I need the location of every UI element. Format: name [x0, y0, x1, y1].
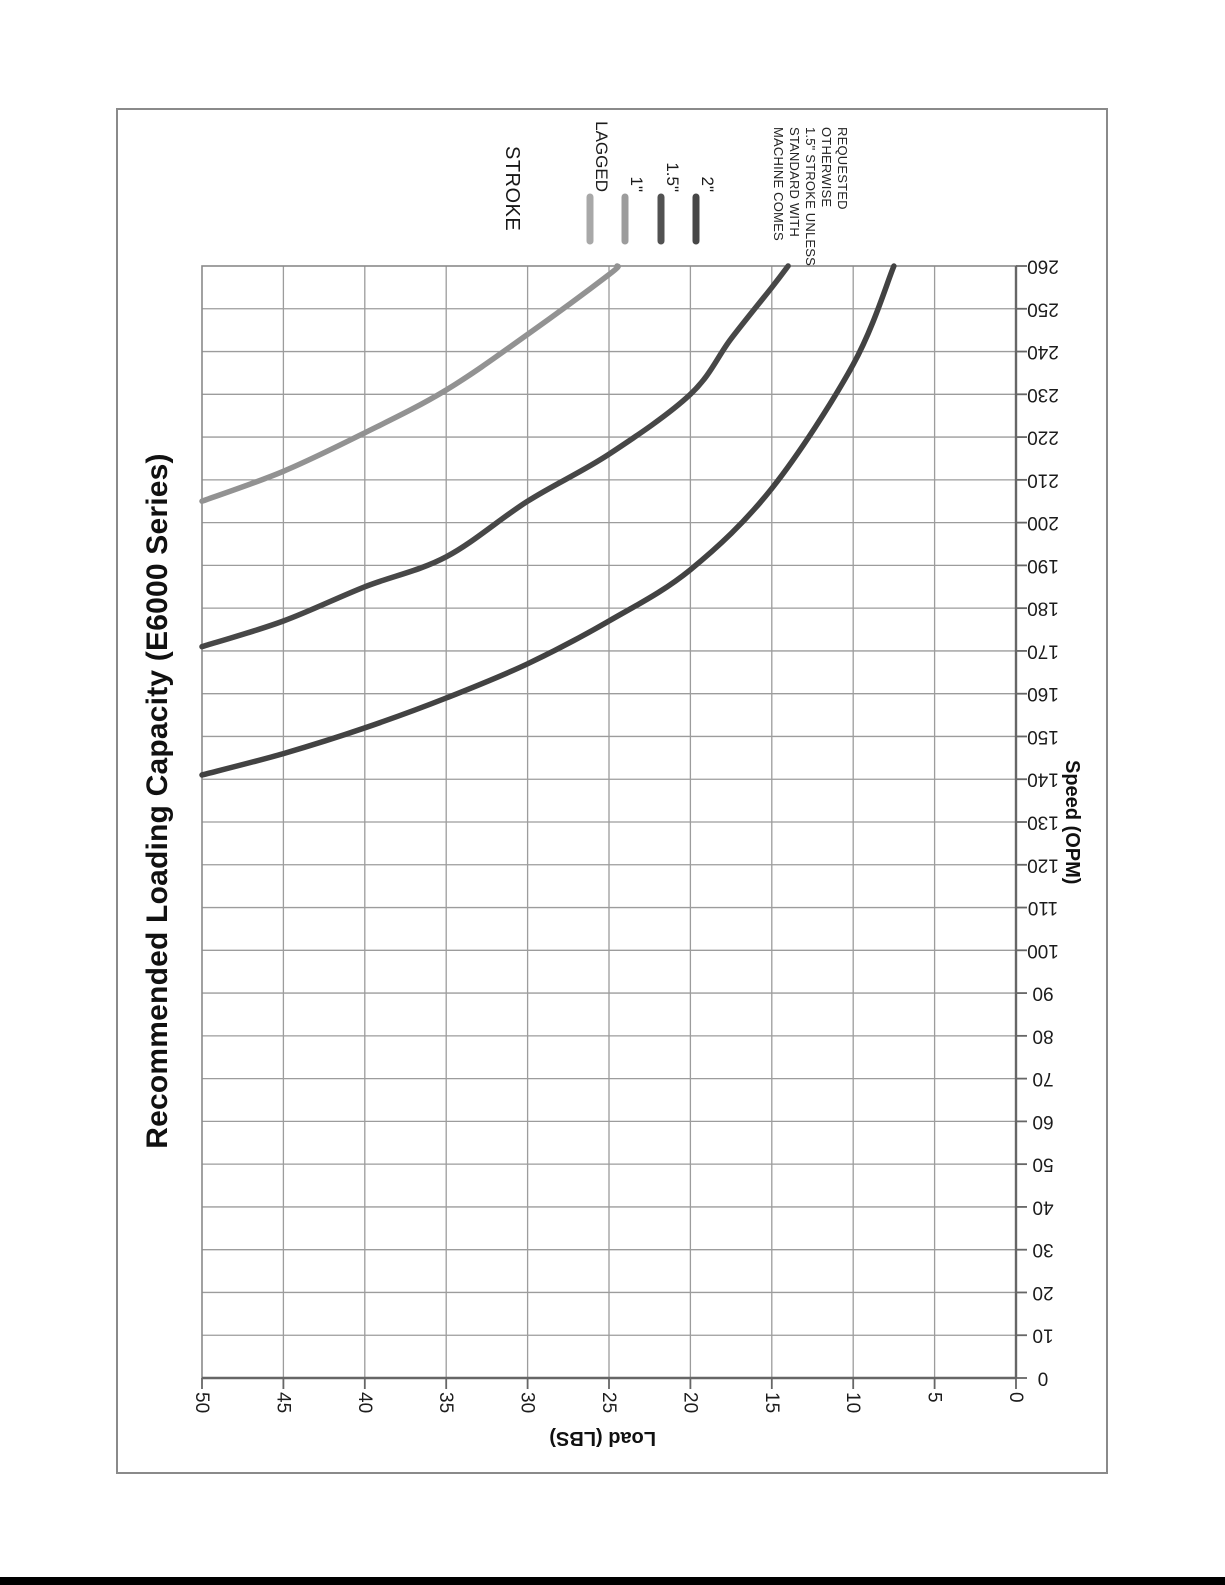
curve-lagged — [199, 263, 621, 504]
svg-text:60: 60 — [1032, 1111, 1053, 1132]
svg-text:240: 240 — [1027, 341, 1059, 362]
svg-text:50: 50 — [191, 1392, 212, 1413]
svg-text:10: 10 — [1032, 1325, 1053, 1346]
load-tick-labels: 50 45 40 35 30 25 20 15 10 5 0 — [191, 1392, 1026, 1413]
svg-text:130: 130 — [1027, 812, 1059, 833]
svg-text:30: 30 — [1032, 1239, 1053, 1260]
svg-text:1": 1" — [627, 177, 646, 193]
curve-2 — [199, 263, 897, 778]
svg-text:LAGGED: LAGGED — [592, 121, 611, 192]
svg-text:90: 90 — [1032, 983, 1053, 1004]
svg-text:180: 180 — [1027, 598, 1059, 619]
svg-text:120: 120 — [1027, 854, 1059, 875]
svg-text:30: 30 — [517, 1392, 538, 1413]
note-line-5: REQUESTED — [835, 127, 850, 210]
speed-axis-title: Speed (OPM) — [1061, 760, 1083, 885]
page-bottom-edge — [0, 1577, 1225, 1585]
svg-text:260: 260 — [1027, 256, 1059, 277]
svg-text:100: 100 — [1027, 940, 1059, 961]
axes — [201, 265, 1027, 1389]
svg-text:170: 170 — [1027, 640, 1059, 661]
svg-text:0: 0 — [1005, 1392, 1026, 1403]
speed-tick-labels: 0 10 20 30 40 50 60 70 80 90 100 110 120 130 140 150 160… — [1027, 256, 1059, 1389]
svg-text:5: 5 — [924, 1392, 945, 1403]
svg-text:10: 10 — [842, 1392, 863, 1413]
svg-text:200: 200 — [1027, 512, 1059, 533]
svg-text:50: 50 — [1032, 1154, 1053, 1175]
legend-header: STROKE — [501, 146, 523, 232]
legend-items: LAGGED 1" 1.5" 2" — [586, 121, 717, 245]
note-line-1: MACHINE COMES — [771, 127, 786, 241]
svg-text:15: 15 — [761, 1392, 782, 1413]
svg-text:150: 150 — [1027, 726, 1059, 747]
svg-text:230: 230 — [1027, 384, 1059, 405]
note-line-3: 1.5" STROKE UNLESS — [803, 127, 818, 266]
chart-title: Recommended Loading Capacity (E6000 Seri… — [141, 453, 174, 1149]
svg-text:25: 25 — [598, 1392, 619, 1413]
svg-text:220: 220 — [1027, 427, 1059, 448]
load-axis-title: Load (LBS) — [549, 1427, 656, 1449]
svg-text:0: 0 — [1038, 1368, 1049, 1389]
svg-text:40: 40 — [1032, 1196, 1053, 1217]
svg-text:45: 45 — [272, 1392, 293, 1413]
grid — [202, 266, 1016, 1378]
curve-1.5 — [199, 263, 791, 650]
svg-text:140: 140 — [1027, 769, 1059, 790]
chart-frame — [116, 108, 1108, 1474]
series-curves — [199, 263, 897, 778]
svg-text:250: 250 — [1027, 298, 1059, 319]
note-line-4: OTHERWISE — [819, 127, 834, 208]
svg-text:110: 110 — [1028, 897, 1058, 918]
svg-text:70: 70 — [1032, 1068, 1053, 1089]
note-line-2: STANDARD WITH — [787, 127, 802, 237]
svg-text:40: 40 — [354, 1392, 375, 1413]
svg-text:20: 20 — [1032, 1282, 1053, 1303]
svg-text:80: 80 — [1032, 1025, 1053, 1046]
svg-text:35: 35 — [435, 1392, 456, 1413]
svg-text:160: 160 — [1027, 683, 1059, 704]
svg-text:2": 2" — [698, 177, 717, 193]
svg-text:190: 190 — [1027, 555, 1059, 576]
svg-text:1.5": 1.5" — [663, 162, 682, 192]
svg-text:20: 20 — [679, 1392, 700, 1413]
svg-text:210: 210 — [1027, 469, 1059, 490]
